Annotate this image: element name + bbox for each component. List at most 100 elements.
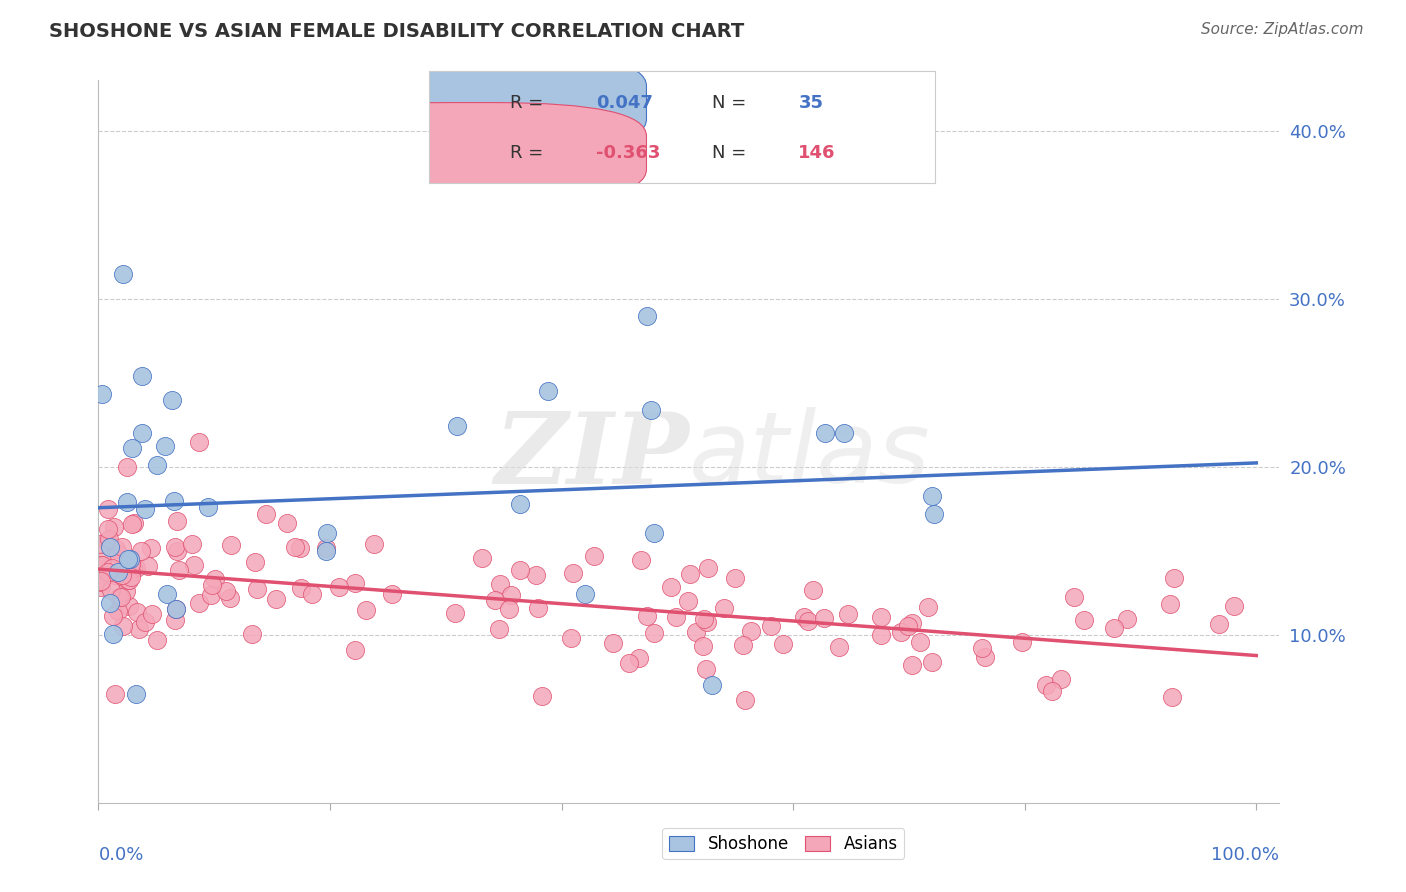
- Point: [266, 592, 288, 607]
- Point: [896, 619, 918, 633]
- Point: [90, 558, 112, 573]
- Text: Source: ZipAtlas.com: Source: ZipAtlas.com: [1201, 22, 1364, 37]
- Point: [526, 567, 548, 582]
- Point: [121, 561, 143, 575]
- Point: [1073, 613, 1095, 627]
- Point: [619, 656, 641, 670]
- Point: [134, 502, 156, 516]
- Point: [1102, 621, 1125, 635]
- Point: [582, 549, 605, 563]
- Point: [637, 608, 659, 623]
- Point: [125, 561, 148, 575]
- Point: [901, 615, 924, 630]
- Point: [665, 609, 688, 624]
- Point: [1063, 591, 1085, 605]
- Point: [219, 538, 242, 552]
- Point: [499, 588, 522, 602]
- Point: [97, 501, 120, 516]
- Point: [115, 584, 138, 599]
- Point: [1040, 683, 1063, 698]
- Point: [156, 587, 179, 601]
- Point: [165, 540, 187, 554]
- Point: [200, 588, 222, 602]
- Point: [678, 567, 700, 582]
- Point: [685, 625, 707, 640]
- Point: [560, 631, 582, 645]
- Point: [117, 599, 139, 613]
- Point: [97, 565, 120, 579]
- Point: [134, 615, 156, 629]
- Point: [128, 622, 150, 636]
- Point: [484, 592, 506, 607]
- Point: [700, 678, 723, 692]
- Point: [1223, 599, 1246, 613]
- Point: [111, 540, 134, 554]
- Point: [97, 522, 120, 536]
- Text: N =: N =: [713, 144, 752, 161]
- Point: [90, 554, 112, 568]
- Point: [288, 541, 311, 556]
- Point: [90, 558, 112, 573]
- Point: [117, 551, 139, 566]
- Text: 0.047: 0.047: [596, 94, 652, 112]
- Point: [759, 619, 782, 633]
- Point: [111, 568, 134, 582]
- Point: [181, 536, 204, 550]
- Point: [354, 603, 377, 617]
- Point: [813, 426, 835, 441]
- Point: [107, 547, 129, 561]
- Point: [1159, 597, 1181, 611]
- Point: [446, 418, 468, 433]
- Point: [713, 601, 735, 615]
- Point: [917, 599, 939, 614]
- Point: [243, 555, 266, 569]
- Point: [661, 580, 683, 594]
- Point: [444, 606, 467, 620]
- Point: [131, 368, 153, 383]
- Point: [141, 607, 163, 621]
- Point: [531, 689, 554, 703]
- Point: [111, 267, 134, 281]
- Point: [643, 525, 665, 540]
- Point: [107, 591, 129, 605]
- Point: [772, 637, 794, 651]
- Point: [131, 544, 153, 558]
- Point: [145, 458, 167, 472]
- Point: [163, 613, 186, 627]
- Point: [284, 540, 307, 554]
- Point: [344, 643, 367, 657]
- Point: [328, 580, 350, 594]
- Point: [110, 590, 132, 604]
- Point: [1116, 612, 1139, 626]
- Point: [870, 610, 893, 624]
- Point: [104, 568, 127, 582]
- Point: [970, 641, 993, 656]
- Point: [107, 604, 129, 618]
- Point: [121, 442, 143, 456]
- Point: [125, 687, 148, 701]
- Point: [97, 533, 120, 547]
- Point: [188, 596, 211, 610]
- Point: [103, 687, 125, 701]
- Point: [636, 309, 658, 323]
- Point: [115, 459, 138, 474]
- Point: [693, 612, 716, 626]
- Point: [204, 572, 226, 586]
- Point: [489, 577, 512, 591]
- Point: [90, 574, 112, 588]
- Point: [734, 693, 756, 707]
- Point: [101, 561, 124, 575]
- Point: [166, 544, 188, 558]
- Point: [509, 563, 531, 577]
- Point: [724, 571, 747, 585]
- Point: [574, 587, 596, 601]
- Point: [740, 624, 762, 638]
- Point: [696, 615, 718, 629]
- Point: [91, 386, 114, 401]
- Point: [120, 557, 142, 571]
- Point: [107, 565, 129, 579]
- Point: [89, 575, 111, 590]
- Point: [104, 542, 127, 557]
- Point: [316, 526, 339, 541]
- Point: [692, 639, 714, 653]
